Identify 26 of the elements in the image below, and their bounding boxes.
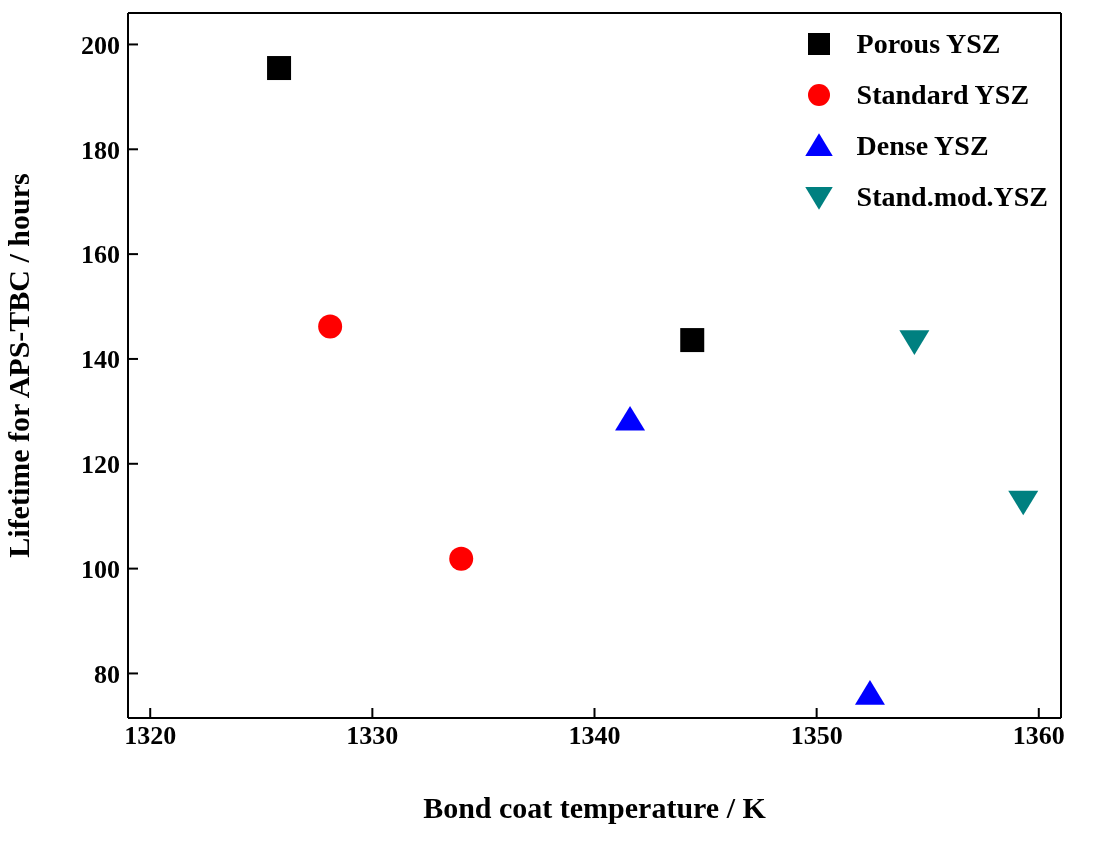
x-tick-label: 1340 — [568, 721, 621, 751]
legend-label: Dense YSZ — [856, 129, 989, 162]
y-tick-label: 180 — [81, 135, 120, 165]
point — [1008, 490, 1039, 516]
y-tick-label: 100 — [81, 554, 120, 584]
y-tick-label: 140 — [81, 345, 120, 375]
point — [615, 405, 646, 431]
y-tick-label: 200 — [81, 30, 120, 60]
y-axis-title: Lifetime for APS-TBC / hours — [1, 173, 35, 558]
x-tick-label: 1350 — [790, 721, 843, 751]
point — [318, 314, 343, 339]
x-tick-label: 1330 — [346, 721, 399, 751]
legend-label: Standard YSZ — [856, 78, 1030, 111]
x-axis-title: Bond coat temperature / K — [423, 791, 767, 824]
y-tick-label: 80 — [94, 659, 120, 689]
legend-label: Stand.mod.YSZ — [856, 180, 1048, 213]
y-tick-label: 120 — [81, 450, 120, 480]
x-tick-label: 1320 — [124, 721, 177, 751]
point — [899, 330, 930, 355]
legend-label: Porous YSZ — [856, 27, 1001, 60]
point — [267, 56, 292, 81]
y-tick-label: 160 — [81, 240, 120, 270]
point — [680, 328, 705, 353]
point — [449, 546, 474, 571]
x-tick-label: 1360 — [1012, 721, 1065, 751]
point — [854, 680, 885, 705]
